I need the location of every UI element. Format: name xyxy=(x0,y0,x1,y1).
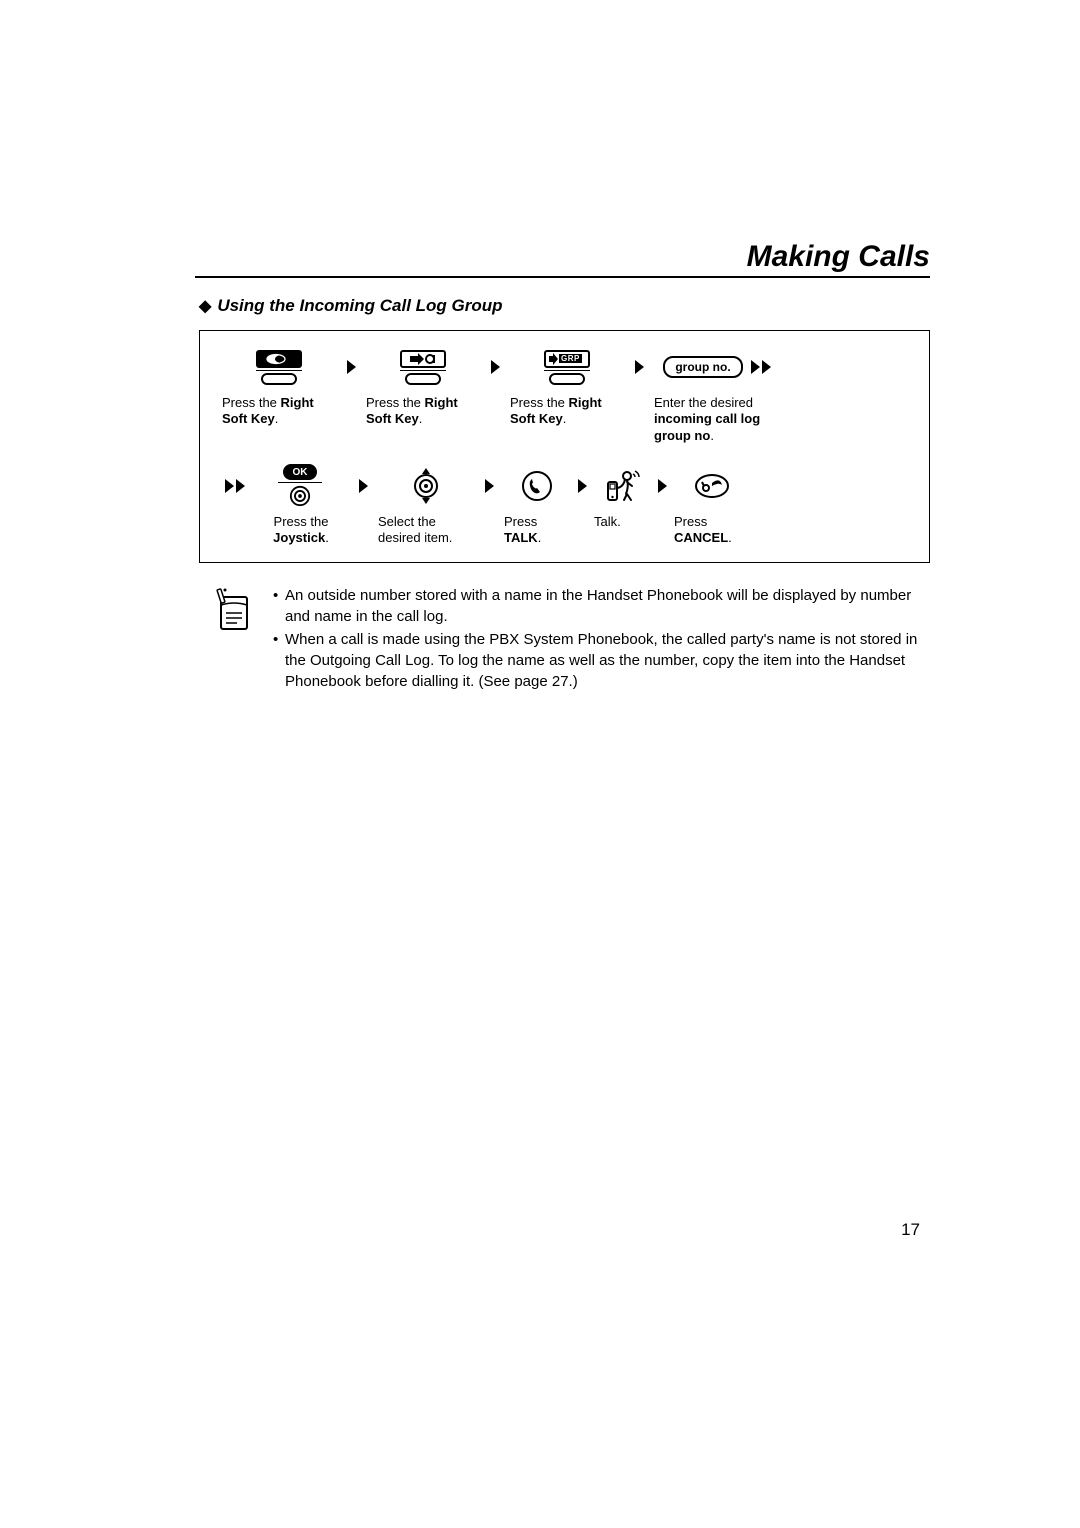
joystick-arrows-icon xyxy=(409,466,443,506)
step-caption: Press the Right Soft Key. xyxy=(508,395,626,428)
diamond-icon: ◆ xyxy=(199,296,211,316)
step-caption: Press TALK. xyxy=(502,514,572,547)
double-arrow-icon xyxy=(220,464,250,508)
step-talk: Press TALK. xyxy=(502,464,572,547)
page-number: 17 xyxy=(901,1220,920,1240)
softkey-grp-icon: GRP xyxy=(544,350,590,385)
talking-person-icon xyxy=(604,468,640,504)
note-item: An outside number stored with a name in … xyxy=(273,585,930,627)
double-arrow-icon xyxy=(751,360,771,374)
step-caption: Select the desired item. xyxy=(376,514,476,547)
ok-joystick-icon: OK xyxy=(278,464,322,507)
arrow-icon xyxy=(482,345,508,389)
step-talking: Talk. xyxy=(592,464,652,530)
step-caption: Press CANCEL. xyxy=(672,514,752,547)
step-caption: Press the Right Soft Key. xyxy=(364,395,482,428)
ok-label: OK xyxy=(283,464,317,480)
step-caption: Enter the desired incoming call log grou… xyxy=(652,395,782,444)
manual-page: Making Calls ◆ Using the Incoming Call Lo… xyxy=(0,0,1080,1528)
grp-label: GRP xyxy=(559,354,582,363)
note-item: When a call is made using the PBX System… xyxy=(273,629,930,692)
notepad-icon xyxy=(215,585,255,694)
subsection-heading: ◆ Using the Incoming Call Log Group xyxy=(199,296,930,316)
softkey-icon xyxy=(256,350,302,385)
arrow-icon xyxy=(626,345,652,389)
step-group-no: group no. Enter the desired incoming cal… xyxy=(652,345,782,444)
subsection-heading-text: Using the Incoming Call Log Group xyxy=(217,296,502,315)
notes-section: An outside number stored with a name in … xyxy=(215,585,930,694)
cancel-icon xyxy=(694,471,730,501)
talk-icon xyxy=(521,470,553,502)
step-caption: Press the Joystick. xyxy=(250,514,350,547)
procedure-row-1: Press the Right Soft Key. xyxy=(220,345,919,444)
section-title: Making Calls xyxy=(195,240,930,278)
procedure-row-2: OK Press the Joystick. xyxy=(220,464,919,547)
arrow-icon xyxy=(476,464,502,508)
step-joystick: OK Press the Joystick. xyxy=(250,464,350,547)
group-no-box: group no. xyxy=(663,356,742,378)
step-caption: Talk. xyxy=(592,514,652,530)
arrow-icon xyxy=(652,464,672,508)
arrow-icon xyxy=(338,345,364,389)
step-softkey-2: Press the Right Soft Key. xyxy=(364,345,482,428)
notes-list: An outside number stored with a name in … xyxy=(273,585,930,694)
step-select-item: Select the desired item. xyxy=(376,464,476,547)
softkey-icon xyxy=(400,350,446,385)
arrow-icon xyxy=(350,464,376,508)
step-cancel: Press CANCEL. xyxy=(672,464,752,547)
arrow-icon xyxy=(572,464,592,508)
step-softkey-3: GRP Press the Right Soft Key. xyxy=(508,345,626,428)
step-softkey-1: Press the Right Soft Key. xyxy=(220,345,338,428)
procedure-box: Press the Right Soft Key. xyxy=(199,330,930,563)
step-caption: Press the Right Soft Key. xyxy=(220,395,338,428)
